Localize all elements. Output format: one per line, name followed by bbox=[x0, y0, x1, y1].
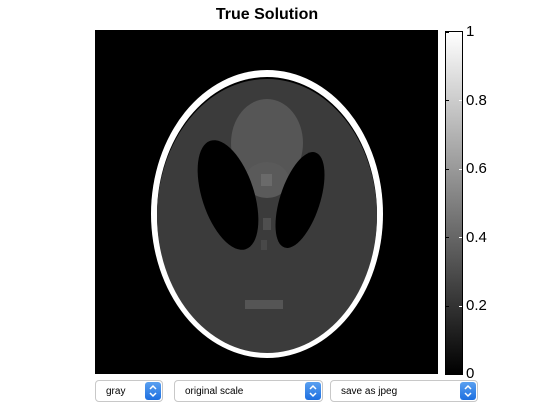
left-ventricle bbox=[197, 140, 259, 250]
save-select-value: save as jpeg bbox=[341, 386, 398, 397]
colorbar-tick bbox=[446, 306, 449, 307]
colorbar-label-1: 1 bbox=[466, 23, 475, 40]
colormap-select-value: gray bbox=[106, 386, 126, 397]
colorbar-tick bbox=[446, 169, 449, 170]
colorbar-label-0.8: 0.8 bbox=[466, 92, 487, 109]
colormap-select[interactable]: gray bbox=[95, 380, 163, 402]
lower-feature bbox=[245, 300, 283, 309]
chevron-up-down-icon[interactable] bbox=[460, 382, 476, 400]
colorbar-tick bbox=[459, 100, 462, 101]
colorbar-tick bbox=[446, 237, 449, 238]
scale-select[interactable]: original scale bbox=[174, 380, 323, 402]
scale-select-value: original scale bbox=[185, 386, 244, 397]
colorbar-tick bbox=[446, 100, 449, 101]
colorbar-label-0.4: 0.4 bbox=[466, 229, 487, 246]
save-select[interactable]: save as jpeg bbox=[330, 380, 478, 402]
right-ventricle bbox=[275, 152, 325, 248]
chevron-up-down-icon[interactable] bbox=[305, 382, 321, 400]
small-dot-1 bbox=[263, 218, 271, 230]
phantom-image bbox=[95, 30, 438, 374]
colorbar-label-0.6: 0.6 bbox=[466, 160, 487, 177]
colorbar-label-0.2: 0.2 bbox=[466, 297, 487, 314]
central-blob bbox=[231, 99, 303, 187]
control-bar: gray original scale save as jpeg bbox=[0, 380, 560, 402]
colorbar-tick bbox=[446, 32, 449, 33]
small-bright-spot bbox=[261, 174, 272, 186]
figure-title: True Solution bbox=[215, 6, 319, 23]
colorbar bbox=[445, 31, 463, 375]
colorbar-tick bbox=[459, 237, 462, 238]
colorbar-tick bbox=[459, 169, 462, 170]
colorbar-label-0: 0 bbox=[466, 365, 475, 382]
chevron-up-down-icon[interactable] bbox=[145, 382, 161, 400]
small-dot-2 bbox=[261, 240, 267, 250]
colorbar-tick bbox=[459, 306, 462, 307]
